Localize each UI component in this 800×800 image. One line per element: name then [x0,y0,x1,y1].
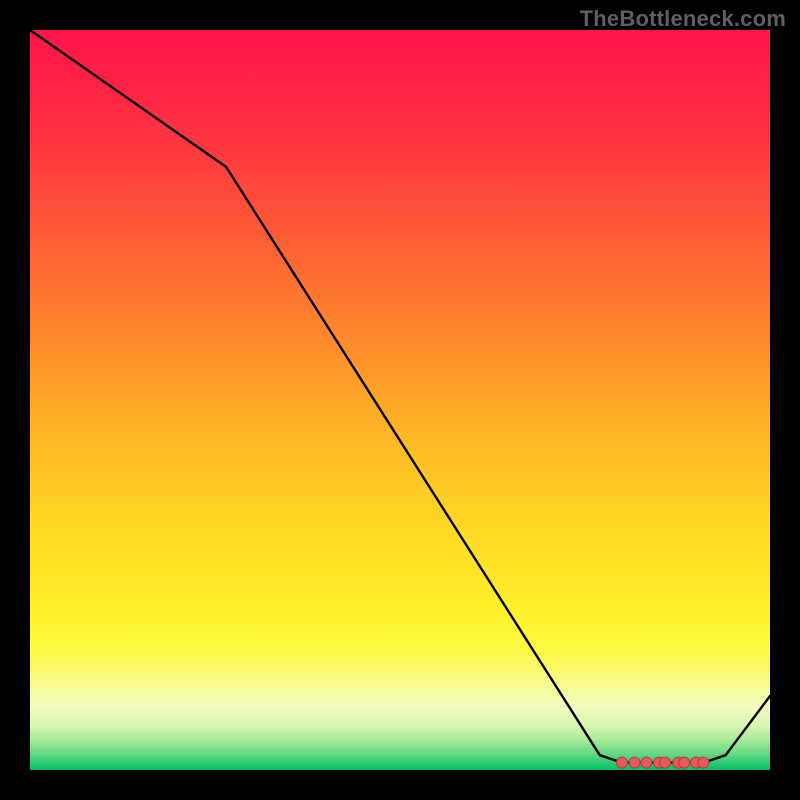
bottleneck-chart [0,0,800,800]
watermark-text: TheBottleneck.com [580,6,786,32]
chart-container: TheBottleneck.com [0,0,800,800]
